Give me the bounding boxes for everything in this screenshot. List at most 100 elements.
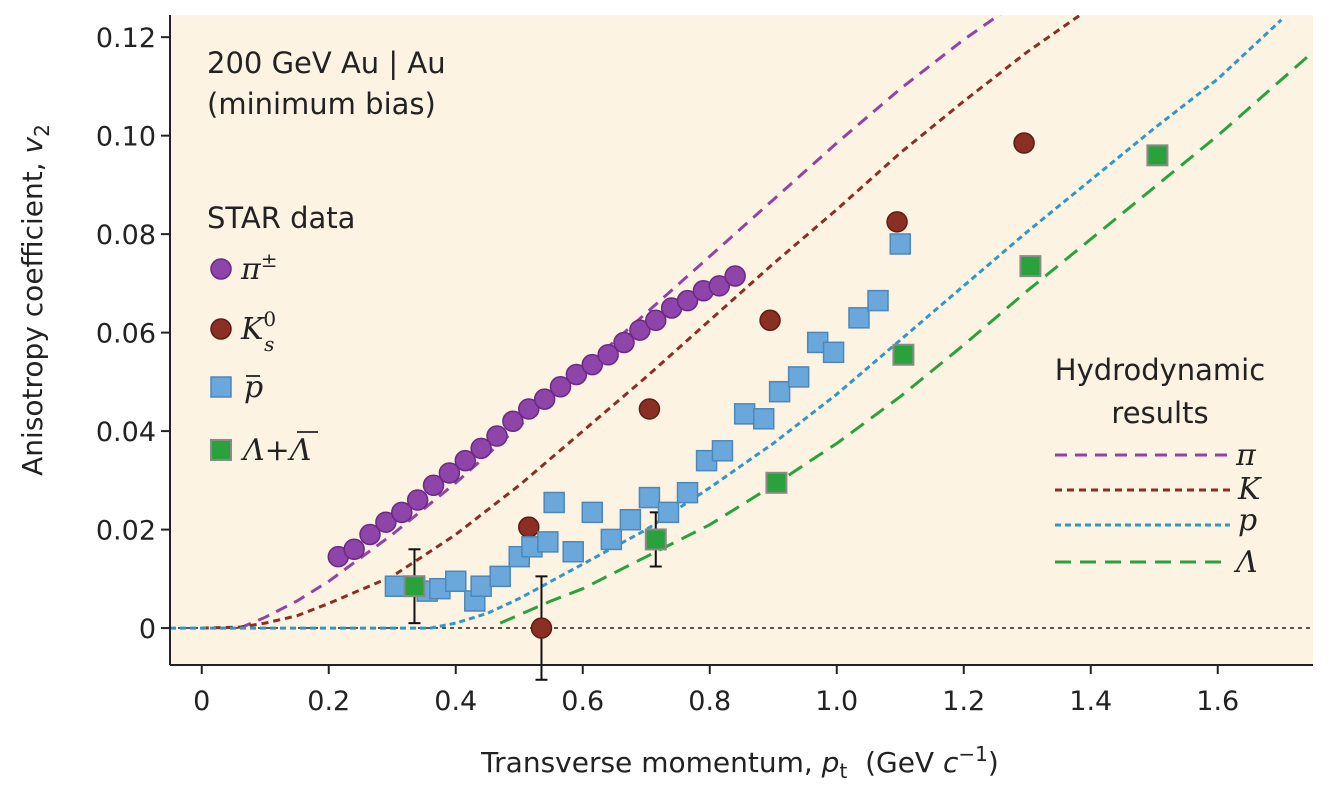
data-point-series-2 xyxy=(581,501,604,524)
data-point-series-3 xyxy=(1019,255,1042,278)
data-point-series-3 xyxy=(644,528,667,551)
legend-label-pion: π± xyxy=(240,248,277,287)
data-point-series-0 xyxy=(343,538,365,561)
data-point-series-0 xyxy=(645,309,667,332)
data-point-series-1 xyxy=(530,617,553,639)
legend-item-proton-hydro: p xyxy=(1055,503,1257,538)
x-tick-label: 1.0 xyxy=(815,686,858,717)
data-point-series-0 xyxy=(391,501,413,524)
annotation-line-2: (minimum bias) xyxy=(207,87,436,121)
x-ticks: 0 0.2 0.4 0.6 0.8 1.0 1.2 1.4 1.6 xyxy=(193,665,1239,717)
legend-item-kaon-data: K0 s xyxy=(210,307,276,356)
hydro-curve-0 xyxy=(239,15,1002,630)
data-point-series-2 xyxy=(657,501,680,524)
data-point-series-2 xyxy=(768,380,791,403)
data-legend-title: STAR data xyxy=(207,201,355,235)
legend-marker-antiproton xyxy=(210,376,232,398)
data-point-series-0 xyxy=(518,398,540,420)
x-tick-label: 0 xyxy=(193,686,210,717)
legend-label-kaon-hydro: K xyxy=(1237,472,1262,507)
data-points xyxy=(327,132,1169,639)
data-point-series-2 xyxy=(445,570,467,593)
data-point-series-2 xyxy=(711,440,734,462)
data-point-series-1 xyxy=(638,398,661,420)
hydro-curve-2 xyxy=(170,18,1283,630)
data-point-series-3 xyxy=(1146,144,1169,167)
data-point-series-0 xyxy=(708,275,731,297)
data-point-series-0 xyxy=(549,376,572,398)
legend-marker-pion xyxy=(210,258,232,280)
legend-item-kaon-hydro: K xyxy=(1055,472,1262,507)
legend-item-pion-hydro: π xyxy=(1055,438,1257,473)
data-point-series-1 xyxy=(759,309,781,332)
data-point-series-2 xyxy=(600,528,623,551)
legend-label-pion-hydro: π xyxy=(1235,438,1257,473)
legend-item-antiproton-data: p xyxy=(210,370,263,405)
data-point-series-2 xyxy=(384,575,407,597)
hydro-curve-3 xyxy=(499,50,1313,625)
y-tick-label: 0.12 xyxy=(96,23,156,54)
data-point-series-1 xyxy=(518,516,540,538)
data-point-series-0 xyxy=(470,437,492,460)
data-point-series-0 xyxy=(422,474,445,497)
data-point-series-0 xyxy=(581,353,604,376)
hydro-curve-1 xyxy=(201,15,1083,630)
data-point-series-2 xyxy=(562,540,584,563)
y-tick-label: 0.04 xyxy=(96,417,156,448)
data-point-series-1 xyxy=(1013,132,1035,154)
legend-label-lambda: Λ+Λ xyxy=(240,433,311,468)
data-point-series-2 xyxy=(543,491,565,514)
data-point-series-2 xyxy=(489,565,511,588)
x-tick-label: 0.6 xyxy=(561,686,604,717)
data-point-series-0 xyxy=(486,425,508,447)
data-point-series-2 xyxy=(676,481,699,504)
y-tick-label: 0 xyxy=(139,614,156,645)
data-point-series-0 xyxy=(454,449,477,472)
data-point-series-0 xyxy=(613,331,635,354)
data-point-series-2 xyxy=(889,233,911,255)
x-tick-label: 1.4 xyxy=(1069,686,1112,717)
data-point-series-0 xyxy=(533,388,556,410)
data-point-series-0 xyxy=(629,319,651,341)
legend-label-antiproton: p xyxy=(244,370,263,405)
data-point-series-2 xyxy=(537,531,559,553)
data-point-series-2 xyxy=(752,408,775,430)
x-tick-label: 1.6 xyxy=(1196,686,1239,717)
legend-label-proton-hydro: p xyxy=(1238,503,1257,538)
data-point-series-0 xyxy=(359,523,381,546)
hydro-curves xyxy=(170,15,1313,630)
data-point-series-2 xyxy=(867,289,889,312)
data-point-series-2 xyxy=(638,486,661,509)
data-point-series-2 xyxy=(822,341,845,364)
data-point-series-3 xyxy=(403,575,426,598)
legend-marker-lambda xyxy=(210,439,232,461)
data-point-series-0 xyxy=(406,489,429,511)
y-tick-label: 0.10 xyxy=(96,122,156,153)
x-axis-title: Transverse momentum, pt (GeV c−1) xyxy=(480,742,999,783)
y-axis-title: Anisotropy coefficient, v2 xyxy=(16,124,54,476)
data-point-series-2 xyxy=(848,307,870,329)
data-point-series-0 xyxy=(676,289,699,312)
data-point-series-0 xyxy=(724,265,746,287)
y-ticks: 0 0.02 0.04 0.06 0.08 0.10 0.12 xyxy=(96,23,170,645)
hydro-legend-title-2: results xyxy=(1111,396,1208,430)
data-point-series-2 xyxy=(619,508,642,531)
data-point-series-3 xyxy=(892,343,915,366)
legend-marker-kaon xyxy=(210,318,232,340)
y-tick-label: 0.08 xyxy=(96,220,156,251)
legend-label-lambda-hydro: Λ xyxy=(1233,545,1258,580)
annotation-line-1: 200 GeV Au | Au xyxy=(207,46,446,80)
legend-item-lambda-hydro: Λ xyxy=(1055,545,1258,580)
data-point-series-3 xyxy=(765,471,788,494)
data-point-series-0 xyxy=(375,511,397,533)
data-point-series-0 xyxy=(597,344,619,366)
legend-item-pion-data: π± xyxy=(210,248,277,287)
legend-label-kaon: K0 s xyxy=(240,307,276,356)
data-point-series-0 xyxy=(438,462,461,484)
hydro-legend-title-1: Hydrodynamic xyxy=(1055,353,1265,387)
x-tick-label: 0.4 xyxy=(434,686,477,717)
data-point-series-2 xyxy=(787,366,810,388)
x-tick-label: 0.2 xyxy=(307,686,350,717)
data-point-series-2 xyxy=(733,403,756,425)
